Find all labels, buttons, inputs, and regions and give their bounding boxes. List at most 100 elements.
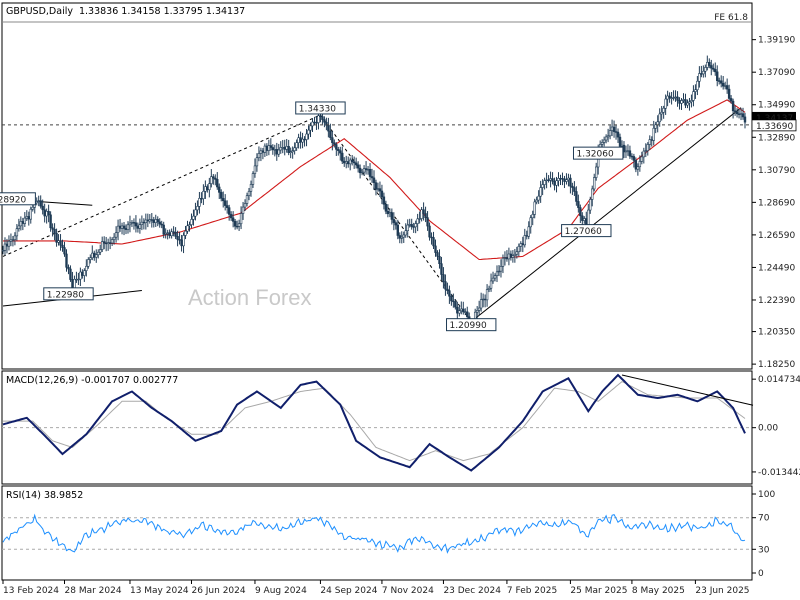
price-bar-body: [716, 71, 719, 81]
price-annotation-box: [446, 318, 497, 332]
price-bar-body: [305, 133, 308, 140]
price-bar-body: [7, 240, 11, 247]
price-bar-body: [723, 85, 727, 87]
price-bar-body: [275, 149, 278, 155]
price-bar-body: [706, 62, 709, 68]
price-bar-body: [265, 145, 269, 151]
price-bar-body: [79, 271, 82, 280]
price-bar-body: [511, 255, 515, 258]
price-bar-body: [23, 217, 27, 224]
price-bar-body: [656, 121, 659, 126]
macd-axis-tick-label: 0.00: [758, 424, 778, 434]
price-bar-body: [368, 169, 372, 177]
price-bar-body: [249, 184, 253, 192]
price-bar-body: [225, 205, 229, 208]
price-bar-body: [134, 222, 138, 227]
price-bar-body: [475, 310, 479, 313]
price-bar-body: [501, 257, 505, 267]
price-annotation-label: 1.28920: [0, 195, 26, 205]
price-bar-body: [53, 228, 56, 234]
price-bar-body: [595, 166, 598, 178]
price-bar-body: [456, 306, 459, 314]
price-bar-body: [513, 253, 517, 256]
price-bar-body: [55, 232, 58, 243]
price-bar-body: [9, 239, 13, 242]
price-bar-body: [118, 225, 122, 229]
price-annotation-label: 1.34330: [299, 104, 336, 114]
price-bar-body: [489, 280, 493, 289]
price-bar-body: [618, 136, 622, 147]
price-bar-body: [273, 149, 277, 151]
date-tick-label: 24 Sep 2024: [320, 586, 377, 596]
price-bar-body: [182, 235, 185, 247]
current-price-label: 1.34137: [756, 114, 793, 124]
macd-trendline: [621, 374, 754, 406]
price-bar-body: [400, 236, 403, 239]
price-bar-body: [37, 200, 40, 202]
price-bar-body: [364, 168, 368, 171]
price-bar-body: [41, 205, 44, 211]
price-bar-body: [27, 216, 30, 220]
price-bar-body: [581, 215, 584, 221]
price-bar-body: [176, 236, 179, 240]
price-bar-body: [343, 160, 346, 164]
price-bar-body: [434, 245, 437, 253]
price-bar-body: [386, 210, 390, 215]
price-bar-body: [104, 242, 108, 245]
price-bar-body: [589, 199, 592, 211]
price-bar-body: [450, 295, 453, 302]
rsi-axis-tick-label: 100: [758, 490, 775, 500]
price-bar-body: [620, 144, 624, 147]
price-bar-body: [89, 257, 92, 260]
price-bar-body: [547, 179, 550, 182]
price-bar-body: [563, 178, 566, 182]
price-bar-body: [442, 274, 445, 282]
price-bar-body: [604, 136, 608, 141]
price-bar-body: [380, 190, 384, 198]
chart-header: GBPUSD,Daily 1.33836 1.34158 1.33795 1.34…: [6, 6, 245, 17]
price-axis-tick-label: 1.32890: [758, 133, 795, 143]
price-bar-body: [311, 121, 314, 127]
price-bar-body: [521, 243, 524, 246]
price-bar-body: [537, 195, 540, 201]
price-bar-body: [3, 243, 7, 251]
price-bar-body: [198, 198, 201, 207]
rsi-axis: 100 70 30 0: [2, 490, 775, 579]
price-bar-body: [517, 246, 521, 253]
price-bar-body: [154, 219, 157, 223]
price-bar-body: [402, 234, 405, 238]
price-bar-body: [19, 221, 23, 227]
price-bar-body: [541, 184, 544, 188]
price-bar-body: [99, 249, 102, 253]
price-bar-body: [144, 219, 148, 224]
price-bar-body: [543, 180, 546, 185]
price-bar-body: [700, 73, 703, 75]
price-bar-body: [422, 209, 425, 214]
price-bar-body: [360, 171, 364, 174]
price-bar-body: [233, 221, 237, 227]
price-axis-tick-label: 1.20350: [758, 328, 795, 338]
price-bar-body: [1, 249, 5, 252]
price-bar-body: [110, 239, 114, 244]
price-bar-body: [345, 161, 348, 164]
price-bar-body: [430, 236, 433, 239]
price-bar-body: [565, 179, 568, 182]
price-bar-body: [180, 239, 183, 247]
price-bar-body: [11, 239, 15, 241]
macd-main-line: [2, 373, 746, 472]
date-tick-label: 26 Jun 2024: [191, 586, 245, 596]
price-bar-body: [257, 153, 261, 159]
price-bars: [1, 55, 747, 331]
price-bar-body: [347, 161, 350, 165]
price-bar-body: [638, 160, 642, 168]
price-bar-body: [392, 219, 396, 223]
price-bar-body: [573, 187, 576, 192]
price-bar-body: [719, 80, 723, 84]
price-bar-body: [602, 139, 606, 143]
price-bar-body: [612, 126, 616, 132]
price-bar-body: [235, 225, 239, 228]
price-bar-body: [186, 225, 189, 232]
date-tick-label: 13 May 2024: [130, 586, 189, 596]
price-bar-body: [35, 201, 38, 204]
price-bar-body: [519, 243, 523, 247]
